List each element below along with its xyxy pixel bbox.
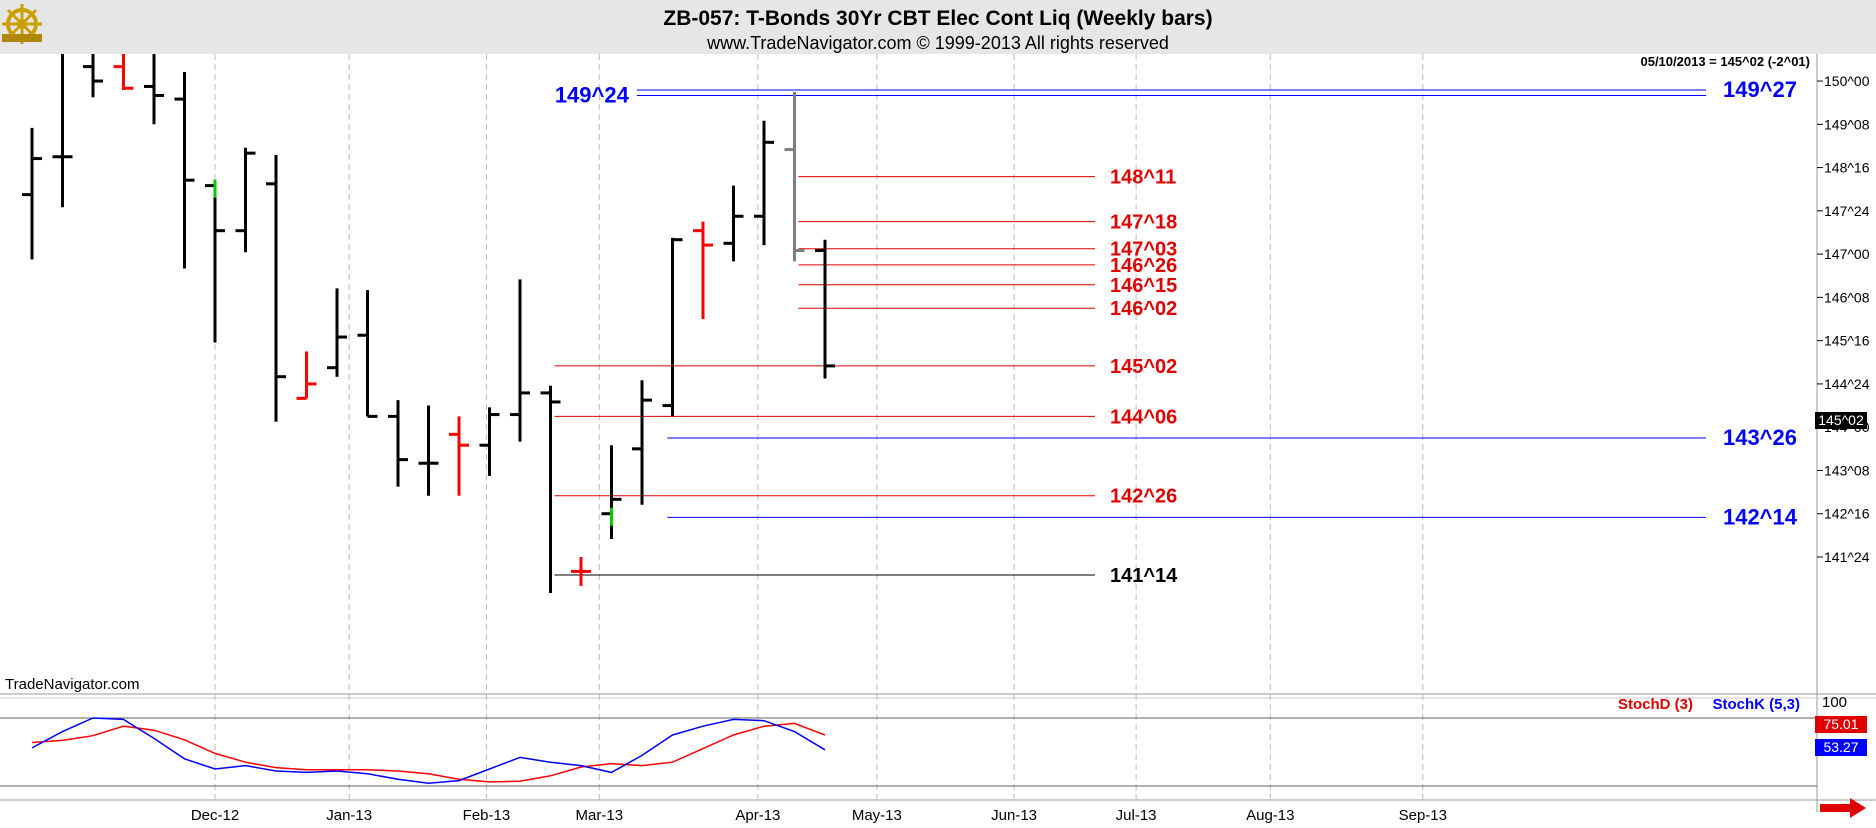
- chart-subtitle: www.TradeNavigator.com © 1999-2013 All r…: [706, 33, 1169, 53]
- price-tick-label: 147^24: [1824, 203, 1870, 219]
- price-plot-area: [0, 54, 1817, 694]
- price-level-label: 143^26: [1723, 425, 1797, 450]
- header-band: [0, 0, 1876, 54]
- ohlc-bars: [22, 54, 835, 594]
- price-tick-label: 150^00: [1824, 73, 1870, 89]
- price-tick-label: 143^08: [1824, 462, 1870, 478]
- watermark: TradeNavigator.com: [5, 676, 140, 693]
- price-level-label: 141^14: [1110, 565, 1178, 587]
- price-tick-label: 147^00: [1824, 246, 1870, 262]
- stoch-d-value: 75.01: [1823, 716, 1858, 732]
- price-level-label: 149^24: [555, 82, 630, 107]
- stochastic-lines: [31, 717, 826, 785]
- chart-title: ZB-057: T-Bonds 30Yr CBT Elec Cont Liq (…: [663, 7, 1212, 30]
- x-tick-label: Feb-13: [463, 807, 511, 824]
- x-axis-labels: Dec-12 Jan-13 Feb-13 Mar-13 Apr-13 May-13 Jun-…: [191, 807, 1447, 824]
- stoch-axis-100: 100: [1822, 694, 1847, 711]
- stoch-d-line: [31, 722, 826, 783]
- x-tick-label: Sep-13: [1399, 807, 1447, 824]
- x-tick-label: Dec-12: [191, 807, 239, 824]
- price-level-label: 146^02: [1110, 298, 1177, 320]
- price-tick-label: 146^08: [1824, 289, 1870, 305]
- price-tick-label: 148^16: [1824, 160, 1870, 176]
- price-axis-ticks: 150^00 149^08 148^16 147^24 147^00 146^08 145^…: [1817, 73, 1870, 565]
- price-level-label: 145^02: [1110, 356, 1177, 378]
- last-price-label: 145^02: [1818, 412, 1864, 428]
- x-tick-label: Jan-13: [326, 807, 372, 824]
- x-tick-label: Apr-13: [735, 807, 780, 824]
- price-level-label: 146^15: [1110, 275, 1177, 297]
- scroll-right-arrow-icon[interactable]: [1820, 798, 1866, 818]
- price-tick-label: 145^16: [1824, 333, 1870, 349]
- price-level-label: 147^18: [1110, 212, 1177, 234]
- price-level-label: 149^27: [1723, 77, 1797, 102]
- ship-wheel-logo-icon: [2, 4, 42, 44]
- price-level-label: 148^11: [1110, 167, 1176, 189]
- stoch-k-legend: StochK (5,3): [1712, 696, 1800, 713]
- last-price-box: [1815, 412, 1867, 429]
- price-level-label: 147^03: [1110, 239, 1177, 261]
- stoch-k-line: [31, 717, 826, 785]
- price-tick-label: 149^08: [1824, 116, 1870, 132]
- price-level-label: 144^06: [1110, 406, 1177, 428]
- price-tick-label: 142^16: [1824, 506, 1870, 522]
- x-tick-label: Jun-13: [991, 807, 1037, 824]
- stoch-k-value-box: [1815, 739, 1867, 756]
- price-tick-label: 141^24: [1824, 549, 1870, 565]
- stoch-d-legend: StochD (3): [1618, 696, 1693, 713]
- price-levels: 149^27149^24148^11147^18147^03146^26146^…: [554, 77, 1798, 587]
- vertical-grid: [214, 54, 1424, 800]
- x-tick-label: Mar-13: [576, 807, 624, 824]
- x-tick-label: May-13: [852, 807, 902, 824]
- stoch-k-value: 53.27: [1823, 739, 1858, 755]
- stoch-d-value-box: [1815, 716, 1867, 733]
- x-tick-label: Jul-13: [1116, 807, 1157, 824]
- price-level-label: 142^26: [1110, 486, 1177, 508]
- x-tick-label: Aug-13: [1246, 807, 1294, 824]
- price-level-label: 146^26: [1110, 255, 1177, 277]
- price-level-label: 142^14: [1723, 504, 1798, 529]
- price-tick-label: 144^24: [1824, 376, 1870, 392]
- status-readout: 05/10/2013 = 145^02 (-2^01): [1640, 54, 1810, 69]
